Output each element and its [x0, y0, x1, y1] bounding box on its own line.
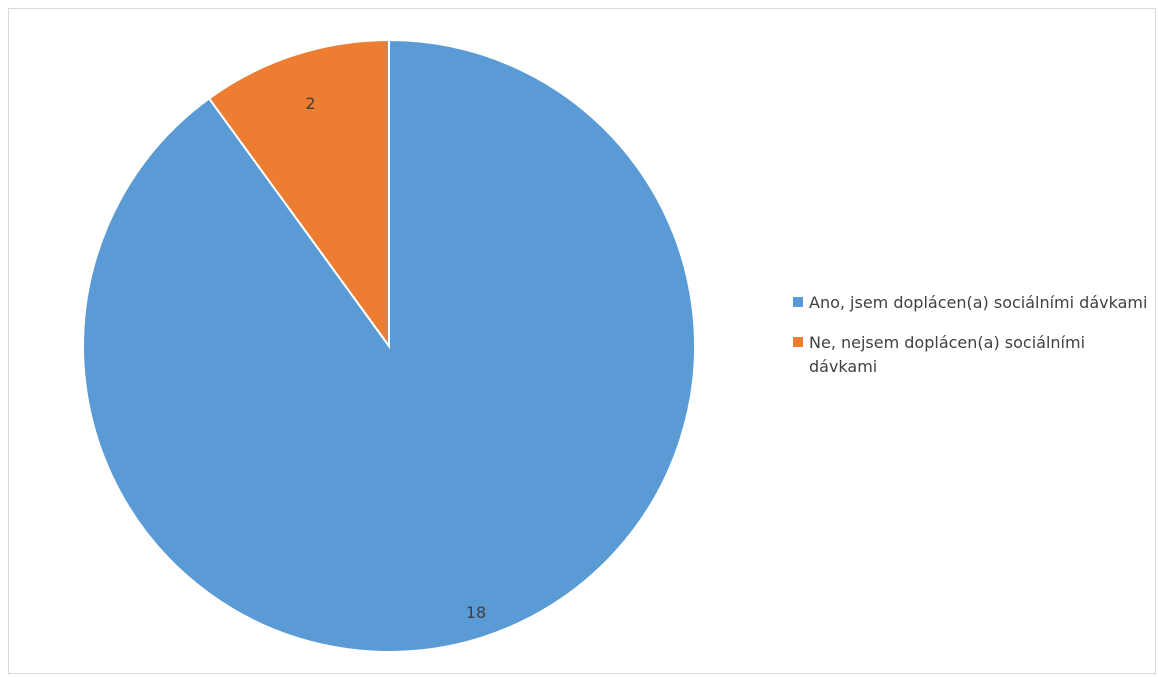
legend: Ano, jsem doplácen(a) sociálními dávkami…	[793, 291, 1153, 395]
legend-item-ano: Ano, jsem doplácen(a) sociálními dávkami	[793, 291, 1153, 315]
data-label-ne: 2	[305, 94, 315, 113]
legend-label-ano: Ano, jsem doplácen(a) sociálními dávkami	[809, 293, 1148, 312]
chart-area: 18 2 Ano, jsem doplácen(a) sociálními dáv…	[8, 8, 1156, 674]
legend-swatch-ne	[793, 337, 803, 347]
legend-label-ne: Ne, nejsem doplácen(a) sociálními dávkam…	[809, 333, 1086, 376]
pie-slice-ne	[207, 38, 390, 350]
legend-item-ne: Ne, nejsem doplácen(a) sociálními dávkam…	[793, 331, 1153, 379]
legend-swatch-ano	[793, 297, 803, 307]
pie-chart: 18 2	[82, 38, 696, 653]
data-label-ano: 18	[466, 603, 486, 622]
